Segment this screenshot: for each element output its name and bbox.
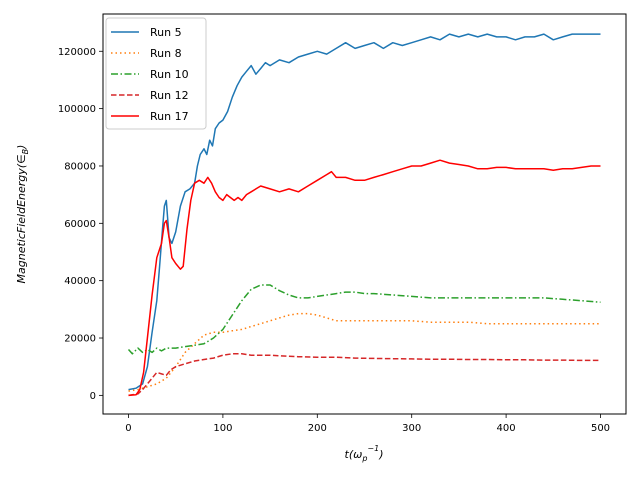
y-axis-label-end: ) [15,145,28,150]
x-axis-label-sub: p [361,454,367,463]
plot-area [127,33,601,397]
legend-label-5: Run 17 [150,110,189,123]
x-axis-label: t(ωp−1) [345,444,384,463]
x-tick-label: 500 [591,423,610,434]
legend-label-4: Run 12 [150,89,189,102]
series-line-1 [128,33,601,391]
series-line-3 [127,284,601,355]
x-axis-label-main: t(ω [345,448,363,461]
y-axis-ticks: 0 20000 40000 60000 80000 100000 120000 [58,47,103,402]
series-line-5 [128,159,601,397]
y-axis-label-main: MagneticFieldEnergy(∈ [15,154,28,283]
x-tick-label: 300 [402,423,421,434]
y-tick-label: 20000 [64,334,96,345]
y-tick-label: 0 [90,391,96,402]
y-tick-label: 60000 [64,219,96,230]
y-tick-label: 100000 [58,104,96,115]
x-tick-label: 200 [308,423,327,434]
y-tick-label: 40000 [64,276,96,287]
y-axis-label: MagneticFieldEnergy(∈B) [15,145,30,284]
legend-label-3: Run 10 [150,68,189,81]
legend: Run 5 Run 8 Run 10 Run 12 Run 17 [105,17,207,130]
x-axis-label-end: ) [378,448,383,461]
x-axis-ticks: 0 100 200 300 400 500 [125,414,610,434]
y-axis-label-sub: B [21,149,30,155]
x-tick-label: 400 [497,423,516,434]
x-tick-label: 0 [125,423,131,434]
x-axis-label-sup: −1 [367,444,379,453]
x-tick-label: 100 [213,423,232,434]
series-line-2 [128,312,601,392]
legend-box [105,17,207,130]
legend-label-2: Run 8 [150,47,182,60]
y-tick-label: 80000 [64,161,96,172]
axes-frame [102,13,627,415]
y-tick-label: 120000 [58,47,96,58]
legend-label-1: Run 5 [150,26,182,39]
series-line-4 [128,353,601,397]
